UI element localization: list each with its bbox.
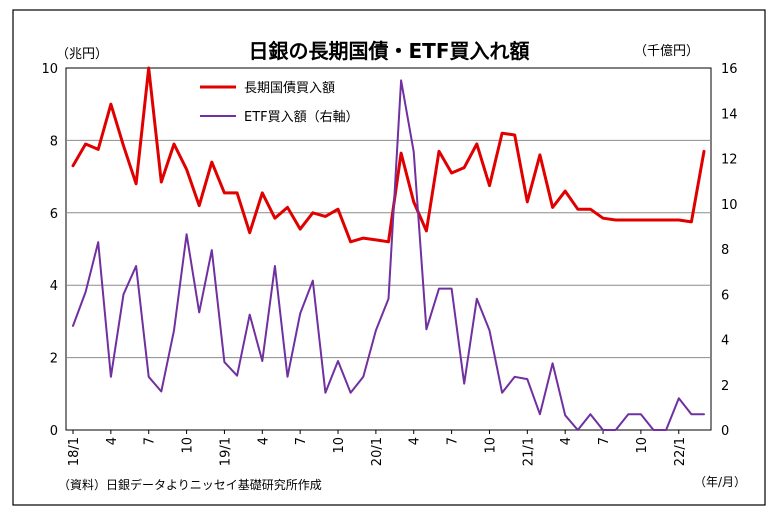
right-tick-label: 12 <box>721 153 738 168</box>
right-tick-label: 4 <box>721 334 729 349</box>
x-tick-label: 4 <box>105 437 120 445</box>
x-tick-label: 10 <box>181 437 196 454</box>
x-tick-label: 4 <box>256 437 271 445</box>
x-tick-label: 21/1 <box>521 437 536 466</box>
x-tick-label: 22/1 <box>673 437 688 466</box>
left-axis-unit: （兆円） <box>56 47 108 62</box>
right-axis-ticks: 0 2 4 6 8 10 12 14 16 <box>721 62 738 439</box>
x-tick-label: 7 <box>143 437 158 445</box>
x-tick-label: 19/1 <box>218 437 233 466</box>
chart-title: 日銀の長期国債・ETF買入れ額 <box>249 39 530 63</box>
legend: 長期国債買入額 ETF買入額（右軸） <box>200 81 359 125</box>
x-tick-label: 10 <box>635 437 650 454</box>
plot-area <box>65 67 712 431</box>
x-tick-label: 4 <box>559 437 574 445</box>
source-note: （資料）日銀データよりニッセイ基礎研究所作成 <box>58 477 322 492</box>
right-tick-label: 14 <box>721 107 738 122</box>
x-axis-unit: （年/月） <box>694 475 746 489</box>
legend-label-etf: ETF買入額（右軸） <box>244 110 359 125</box>
right-tick-label: 6 <box>721 288 729 303</box>
left-tick-label: 10 <box>41 62 58 77</box>
right-tick-label: 10 <box>721 198 738 213</box>
left-tick-label: 4 <box>50 279 58 294</box>
right-axis-unit: （千億円） <box>634 43 699 59</box>
legend-label-jgb: 長期国債買入額 <box>244 81 335 96</box>
jgb-purchase-line <box>71 66 706 244</box>
left-tick-label: 2 <box>50 352 58 367</box>
x-tick-label: 7 <box>446 437 461 445</box>
left-tick-label: 6 <box>50 207 58 222</box>
x-tick-label: 20/1 <box>370 437 385 466</box>
x-tick-label: 7 <box>597 437 612 445</box>
left-axis-ticks: 0 2 4 6 8 10 <box>41 62 58 439</box>
x-tick-label: 10 <box>483 437 498 454</box>
right-tick-label: 0 <box>721 424 729 439</box>
right-tick-label: 16 <box>721 62 738 77</box>
etf-purchase-line <box>72 79 705 431</box>
right-tick-label: 8 <box>721 243 729 258</box>
x-tick-label: 18/1 <box>67 437 82 466</box>
left-tick-label: 0 <box>50 424 58 439</box>
x-axis-ticks: 18/1 4 7 10 19/1 4 7 10 20/1 4 7 10 21/1 4 7 10 22/1 <box>67 430 688 466</box>
x-tick-label: 7 <box>294 437 309 445</box>
right-tick-label: 2 <box>721 379 729 394</box>
series-lines <box>71 66 706 431</box>
x-tick-label: 10 <box>332 437 347 454</box>
x-tick-label: 4 <box>408 437 423 445</box>
left-tick-label: 8 <box>50 134 58 149</box>
